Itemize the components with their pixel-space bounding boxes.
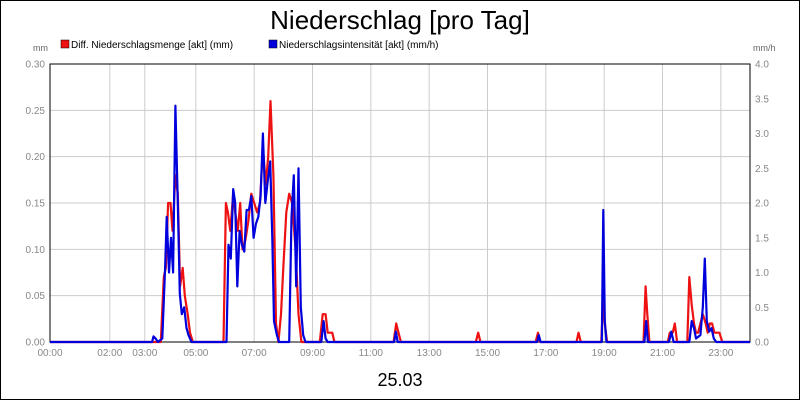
left-tick-label: 0.25 xyxy=(26,106,46,117)
right-tick-label: 3.5 xyxy=(755,94,769,105)
series-line-niederschlagsintensitaet xyxy=(50,104,750,344)
left-tick-label: 0.00 xyxy=(26,338,46,349)
right-tick-label: 3.0 xyxy=(755,129,769,140)
legend-label-intensitaet: Niederschlagsintensität [akt] (mm/h) xyxy=(279,40,439,51)
right-tick-label: 1.5 xyxy=(755,233,769,244)
x-tick-label: 19:00 xyxy=(592,348,617,359)
chart-title: Niederschlag [pro Tag] xyxy=(270,5,530,35)
x-tick-label: 23:00 xyxy=(708,348,733,359)
legend-swatch-intensitaet xyxy=(268,39,278,49)
left-tick-label: 0.10 xyxy=(26,245,46,256)
series-line-niederschlagsmenge xyxy=(50,99,750,344)
left-tick-label: 0.30 xyxy=(26,60,46,71)
x-tick-label: 11:00 xyxy=(359,348,384,359)
right-axis-unit: mm/h xyxy=(753,43,776,53)
right-tick-label: 2.5 xyxy=(755,164,769,175)
right-tick-label: 2.0 xyxy=(755,199,769,210)
left-tick-label: 0.20 xyxy=(26,152,46,163)
left-axis-unit: mm xyxy=(33,43,48,53)
x-tick-label: 15:00 xyxy=(475,348,500,359)
x-tick-label: 07:00 xyxy=(242,348,267,359)
series-layer xyxy=(50,99,750,344)
legend: Diff. Niederschlagsmenge [akt] (mm) Nied… xyxy=(60,39,439,51)
left-axis-ticks: 0.00 0.05 0.10 0.15 0.20 0.25 0.30 xyxy=(26,60,46,349)
legend-swatch-menge xyxy=(60,39,70,49)
x-tick-label: 03:00 xyxy=(132,348,157,359)
x-tick-label: 17:00 xyxy=(533,348,558,359)
left-tick-label: 0.05 xyxy=(26,291,46,302)
right-axis-ticks: 0.0 0.5 1.0 1.5 2.0 2.5 3.0 3.5 4.0 xyxy=(755,60,769,349)
x-tick-label: 00:00 xyxy=(37,348,62,359)
legend-label-menge: Diff. Niederschlagsmenge [akt] (mm) xyxy=(71,40,233,51)
right-tick-label: 0.5 xyxy=(755,303,769,314)
x-tick-label: 21:00 xyxy=(650,348,675,359)
x-tick-label: 13:00 xyxy=(417,348,442,359)
right-tick-label: 1.0 xyxy=(755,268,769,279)
x-tick-label: 02:00 xyxy=(97,348,122,359)
x-axis-date-label: 25.03 xyxy=(377,370,422,390)
x-tick-label: 09:00 xyxy=(300,348,325,359)
right-tick-label: 0.0 xyxy=(755,338,769,349)
left-tick-label: 0.15 xyxy=(26,199,46,210)
x-tick-label: 05:00 xyxy=(183,348,208,359)
right-tick-label: 4.0 xyxy=(755,60,769,71)
x-axis-ticks: 00:00 02:00 03:00 05:00 07:00 09:00 11:00 13:00… xyxy=(37,348,733,359)
